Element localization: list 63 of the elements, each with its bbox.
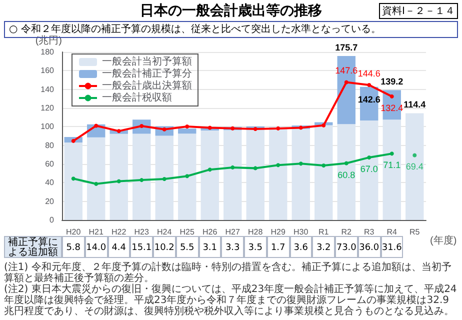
x-tick-label: H20: [66, 228, 82, 236]
data-label: 5.5: [176, 236, 198, 258]
x-tick-label: H25: [180, 228, 196, 236]
y-tick-label: 20: [45, 196, 55, 206]
data-label: 15.1: [130, 236, 153, 258]
data-label: 73.0: [335, 236, 358, 258]
y-tick-label: 60: [45, 160, 55, 168]
data-label: 1.7: [266, 236, 290, 258]
x-axis-title: (年度): [430, 234, 457, 246]
data-label: 69.4: [406, 162, 424, 172]
data-label: 71.1: [383, 160, 401, 170]
x-tick-label: H30: [294, 228, 309, 236]
data-label: 36.0: [358, 236, 380, 258]
y-tick-label: 100: [40, 122, 55, 132]
text: 資料Ⅰ－２－１４: [379, 3, 458, 19]
y-tick-label: 140: [40, 84, 55, 94]
y-tick-label: 120: [40, 104, 55, 112]
x-tick-label: R3: [364, 228, 375, 236]
chart-title: 日本の一般会計歳出等の推移: [140, 3, 322, 19]
data-label: 3.3: [221, 236, 244, 258]
x-tick-label: H28: [248, 228, 264, 236]
x-tick-label: R1: [318, 228, 330, 236]
legend-label: 一般会計歳出決算額: [102, 80, 192, 92]
data-label: 67.0: [360, 164, 378, 174]
data-label: 4.4: [108, 236, 130, 258]
legend-label: 一般会計補正予算分: [102, 68, 192, 80]
data-label: 3.5: [244, 236, 267, 258]
data-label: 31.6: [380, 236, 404, 258]
data-label: 147.6: [335, 66, 358, 76]
x-tick-label: H29: [270, 228, 286, 236]
text: 補正予算による追加額: [4, 236, 62, 258]
data-label: 132.4: [380, 102, 404, 113]
x-tick-label: H21: [88, 228, 104, 236]
y-tick-label: 80: [45, 140, 55, 150]
x-tick-label: R5: [410, 228, 420, 236]
y-tick-label: 0: [50, 216, 55, 224]
total-label: 114.4: [404, 100, 426, 110]
x-tick-label: R2: [341, 228, 352, 236]
legend-label: 一般会計当初予算額: [102, 56, 192, 68]
y-tick-label: 40: [45, 178, 55, 188]
total-label: 139.2: [380, 76, 404, 87]
data-label: 144.6: [358, 68, 380, 79]
text: (注2) 東日本大震災からの復旧・復興については、平成23年度一般会計補正予算等に加えて、平成24年度以降は復興特会で経理。平成23年度から令和７年度までの復興財源フレームの事業規模は32.9兆円程度であり、その財源は、復興特別税や税外収入等により事業規模と見合うものとなる見込み。: [4, 284, 458, 317]
y-tick-label: 160: [40, 66, 55, 76]
data-label: 3.1: [198, 236, 222, 258]
x-tick-label: H26: [202, 228, 218, 236]
chart-subtitle: ○ 令和２年度以降の補正予算の規模は、従来と比べて突出した水準となっている。: [9, 24, 381, 35]
data-label: 5.8: [62, 236, 85, 258]
data-label: 3.6: [290, 236, 312, 258]
x-tick-label: H23: [134, 228, 150, 236]
x-tick-label: H24: [157, 228, 172, 236]
total-label: 175.7: [335, 42, 358, 53]
x-tick-label: H22: [112, 228, 127, 236]
y-tick-label: 180: [40, 48, 55, 56]
data-label: 10.2: [153, 236, 176, 258]
x-tick-label: H27: [225, 228, 241, 236]
total-label: 142.6: [358, 94, 380, 104]
data-label: 60.8: [338, 170, 356, 180]
text: (注1) 令和元年度、２年度予算の計数は臨時・特別の措置を含む。補正予算による追加額は、当初予算額と最終補正後予算額の差分。: [4, 262, 452, 284]
legend-label: 一般会計税収額: [102, 92, 172, 104]
x-tick-label: R4: [386, 228, 398, 236]
data-label: 3.2: [312, 236, 335, 258]
data-label: 14.0: [84, 236, 108, 258]
